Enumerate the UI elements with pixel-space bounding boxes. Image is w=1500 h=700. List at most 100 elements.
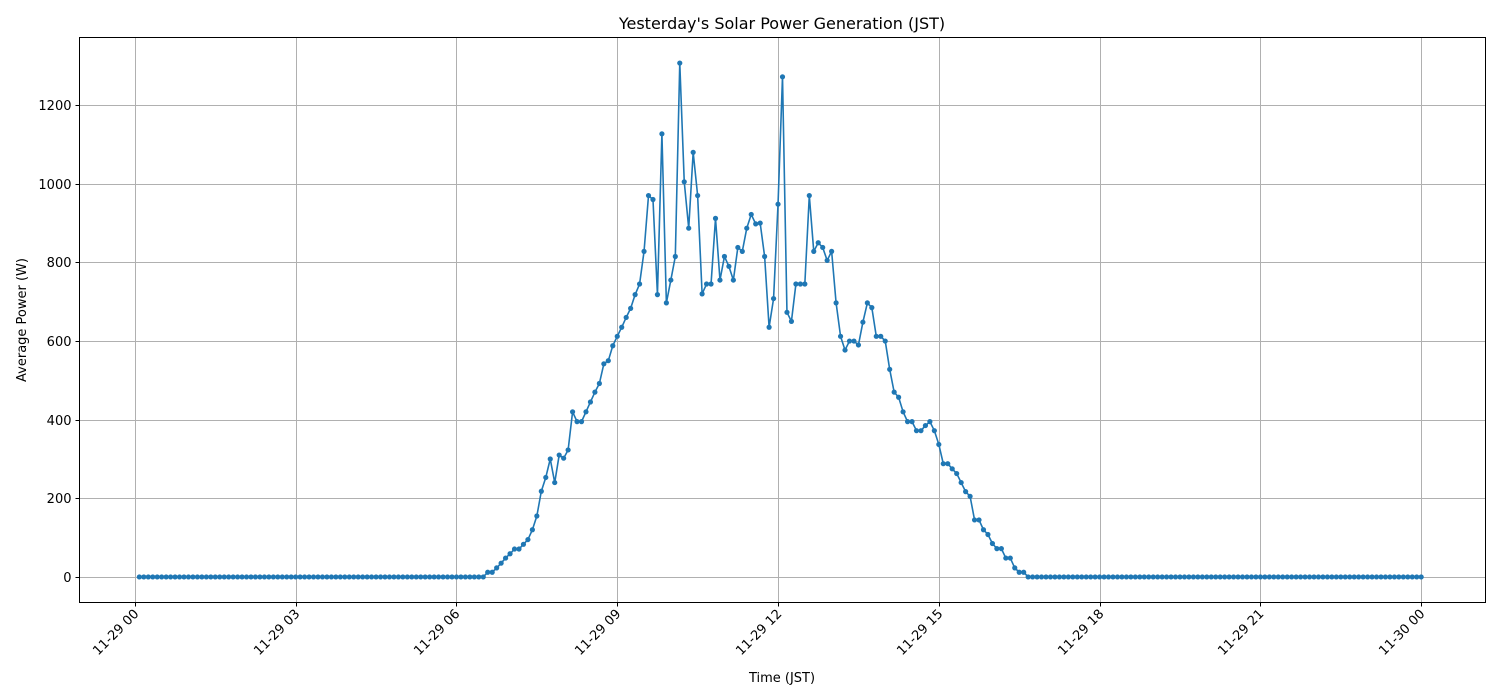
- data-point: [1262, 574, 1268, 580]
- data-point: [1025, 574, 1031, 580]
- data-point: [185, 574, 192, 580]
- data-point: [547, 456, 553, 462]
- data-point: [337, 574, 343, 580]
- data-point: [887, 366, 893, 372]
- data-point: [578, 419, 585, 425]
- data-point: [373, 574, 379, 580]
- data-point: [1030, 574, 1036, 580]
- data-point: [1373, 574, 1380, 580]
- x-axis-ticks: 11-29 00 11-29 03 11-29 06 11-29 09 11-29 12…: [90, 602, 1428, 659]
- data-point: [150, 574, 156, 580]
- data-point: [538, 488, 544, 494]
- data-point: [235, 574, 241, 580]
- data-point: [1119, 574, 1125, 580]
- data-point: [449, 574, 455, 580]
- data-point: [1217, 574, 1223, 580]
- data-point: [1168, 574, 1174, 580]
- data-point: [516, 546, 522, 552]
- data-point: [154, 574, 160, 580]
- data-point: [574, 419, 580, 425]
- data-point: [507, 551, 513, 557]
- data-point: [779, 74, 786, 80]
- data-point: [471, 574, 477, 580]
- data-point: [194, 574, 201, 580]
- data-point: [869, 305, 875, 311]
- data-point: [806, 192, 812, 199]
- data-point: [1382, 574, 1389, 580]
- data-point: [645, 192, 652, 199]
- data-point: [784, 309, 790, 315]
- y-tick-label: 800: [47, 256, 72, 271]
- data-point: [266, 574, 272, 580]
- data-point: [520, 541, 527, 547]
- data-point: [480, 574, 486, 580]
- data-point: [927, 419, 933, 425]
- data-point: [1248, 574, 1255, 580]
- data-point: [1213, 574, 1219, 580]
- data-point: [726, 263, 732, 269]
- data-point: [569, 409, 576, 415]
- data-point: [418, 574, 424, 580]
- data-point: [855, 342, 862, 348]
- data-point: [444, 574, 451, 580]
- data-point: [1364, 574, 1371, 580]
- data-point: [958, 479, 964, 486]
- data-point: [346, 574, 352, 580]
- data-point: [360, 574, 366, 580]
- x-axis-label: Time (JST): [748, 671, 815, 686]
- data-point: [413, 574, 419, 580]
- data-point: [310, 574, 317, 580]
- data-point: [1208, 574, 1214, 580]
- x-tick-label: 11-29 15: [894, 607, 946, 659]
- data-point: [1070, 574, 1076, 580]
- data-point: [489, 569, 495, 575]
- data-point: [1083, 574, 1089, 580]
- data-point: [239, 574, 245, 580]
- data-point: [1195, 574, 1201, 580]
- data-point: [1396, 574, 1402, 580]
- data-point: [788, 318, 795, 324]
- data-point: [1351, 574, 1357, 580]
- data-point: [208, 574, 214, 580]
- data-point: [315, 574, 321, 580]
- data-point: [226, 574, 232, 580]
- data-point: [623, 314, 629, 321]
- data-point: [1141, 574, 1147, 580]
- data-point: [529, 527, 535, 533]
- grid: [79, 37, 1486, 603]
- data-point: [1329, 574, 1335, 580]
- data-point: [730, 277, 736, 283]
- data-point: [427, 574, 433, 580]
- data-point: [1065, 574, 1071, 580]
- data-point: [909, 419, 915, 425]
- data-point: [435, 574, 442, 580]
- data-point: [614, 333, 620, 339]
- data-point: [1338, 574, 1344, 580]
- data-point: [1333, 574, 1339, 580]
- data-point: [641, 248, 647, 254]
- data-point: [212, 574, 218, 580]
- data-point: [453, 574, 460, 580]
- data-point: [654, 292, 661, 298]
- data-point: [1038, 574, 1045, 580]
- data-point: [422, 574, 428, 580]
- data-point: [1074, 574, 1080, 580]
- data-point: [1320, 574, 1326, 580]
- data-point: [1257, 574, 1263, 580]
- data-point: [217, 574, 223, 580]
- data-point: [1128, 574, 1134, 580]
- y-tick-label: 400: [47, 414, 72, 429]
- y-tick-label: 1200: [38, 99, 71, 114]
- data-point: [163, 574, 169, 580]
- data-point: [753, 221, 759, 227]
- data-point: [181, 574, 187, 580]
- plot-frame: [79, 37, 1486, 603]
- data-point: [739, 248, 745, 254]
- data-point: [351, 574, 357, 580]
- data-point: [1235, 574, 1241, 580]
- data-point: [820, 244, 826, 251]
- data-point: [1311, 574, 1317, 580]
- data-point: [1097, 574, 1103, 580]
- data-point: [775, 201, 781, 207]
